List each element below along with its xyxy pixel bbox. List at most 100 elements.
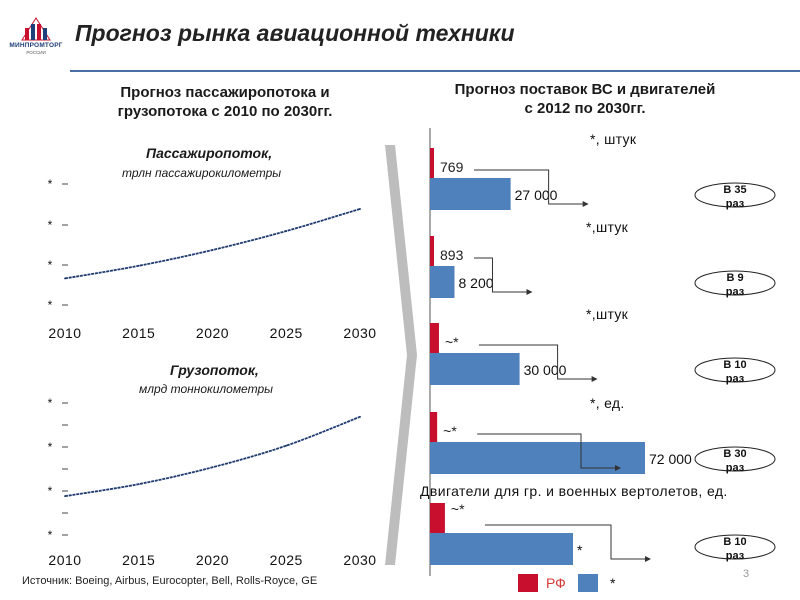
passenger-x-tick-label: 2010 bbox=[48, 325, 81, 341]
cargo-y-tick-label: * bbox=[48, 528, 53, 542]
separator-arrow-icon bbox=[385, 145, 417, 565]
left-section-title: Прогноз пассажиропотока и грузопотока с … bbox=[65, 83, 385, 121]
cargo-data-point bbox=[359, 415, 361, 418]
ratio-text-line1: В 35 bbox=[723, 184, 746, 196]
passenger-y-tick-label: * bbox=[48, 218, 53, 232]
connector-arrowhead bbox=[645, 556, 651, 562]
rf-bar bbox=[430, 236, 434, 266]
left-title-line2: грузопотока с 2010 по 2030гг. bbox=[117, 103, 333, 120]
connector-line bbox=[478, 344, 592, 380]
ratio-oval bbox=[694, 182, 776, 208]
passenger-chart-title: Пассажиропоток, bbox=[146, 145, 273, 161]
world-bar bbox=[430, 266, 455, 298]
cargo-x-tick-label: 2030 bbox=[343, 552, 376, 568]
bar-group-header: *, штук bbox=[590, 131, 637, 147]
passenger-x-tick-label: 2025 bbox=[270, 325, 303, 341]
rf-bar bbox=[430, 148, 434, 178]
world-bar bbox=[430, 353, 520, 385]
cargo-data-point bbox=[64, 495, 66, 498]
ratio-text-line2: раз bbox=[726, 373, 745, 385]
cargo-y-tick-label: * bbox=[48, 440, 53, 454]
cargo-x-tick-label: 2010 bbox=[48, 552, 81, 568]
source-note: Источник: Boeing, Airbus, Eurocopter, Be… bbox=[22, 575, 318, 587]
deliveries-bar-chart: *, штук 769 27 000 В 35 раз *,штук 893 8 200 В 9… bbox=[420, 128, 776, 592]
cargo-data-point bbox=[285, 444, 288, 447]
bar-group-header: Двигатели для гр. и военных вертолетов, … bbox=[420, 483, 728, 499]
logo-text: МИНПРОМТОРГ bbox=[9, 42, 63, 49]
passenger-data-point bbox=[137, 264, 140, 267]
ratio-text-line2: раз bbox=[726, 286, 745, 298]
ratio-oval bbox=[694, 534, 776, 560]
rf-bar-label: ~* bbox=[445, 334, 459, 350]
world-bar-label: 72 000 bbox=[649, 451, 692, 467]
legend-label-rf: РФ bbox=[546, 575, 566, 591]
cargo-line-chart: * * * * 2010 2015 2020 2025 2030 bbox=[48, 396, 376, 568]
cargo-data-point bbox=[211, 466, 214, 469]
right-title-line1: Прогноз поставок ВС и двигателей bbox=[454, 81, 716, 98]
logo-bars-icon bbox=[21, 17, 51, 41]
cargo-x-tick-label: 2025 bbox=[270, 552, 303, 568]
ratio-text-line1: В 9 bbox=[726, 272, 743, 284]
connector-line bbox=[474, 257, 527, 293]
cargo-chart-title: Грузопоток, bbox=[170, 362, 259, 378]
bar-group-header: *,штук bbox=[586, 219, 629, 235]
passenger-x-tick-label: 2015 bbox=[122, 325, 155, 341]
rf-bar bbox=[430, 412, 438, 442]
bar-group-header: *,штук bbox=[586, 306, 629, 322]
passenger-y-tick-label: * bbox=[48, 298, 53, 312]
rf-bar bbox=[430, 503, 445, 533]
cargo-series-line bbox=[64, 415, 361, 498]
cargo-x-tick-label: 2020 bbox=[196, 552, 229, 568]
passenger-data-point bbox=[285, 230, 288, 232]
world-bar-label: 30 000 bbox=[524, 362, 567, 378]
right-title-line2: с 2012 по 2030гг. bbox=[524, 100, 646, 117]
cargo-y-tick-label: * bbox=[48, 484, 53, 498]
connector-line bbox=[474, 169, 583, 205]
ratio-text-line2: раз bbox=[726, 462, 745, 474]
ratio-oval bbox=[694, 446, 776, 472]
ratio-oval bbox=[694, 357, 776, 383]
legend-swatch-world bbox=[578, 574, 598, 592]
world-bar-label: * bbox=[577, 542, 583, 558]
world-bar-label: 8 200 bbox=[458, 275, 493, 291]
bar-group-header: *, ед. bbox=[590, 395, 625, 411]
passenger-line-chart: * * * * 2010 2015 2020 2025 2030 bbox=[48, 177, 376, 341]
rf-bar-label: 893 bbox=[440, 247, 464, 263]
header-divider bbox=[70, 70, 800, 72]
left-title-line1: Прогноз пассажиропотока и bbox=[120, 84, 330, 101]
cargo-data-point bbox=[137, 483, 140, 486]
rf-bar-label: ~* bbox=[443, 423, 457, 439]
passenger-data-point bbox=[64, 277, 66, 280]
connector-arrowhead bbox=[526, 289, 533, 295]
passenger-data-point bbox=[359, 208, 361, 210]
connector-arrowhead bbox=[591, 376, 598, 382]
cargo-y-tick-label: * bbox=[48, 396, 53, 410]
ratio-oval bbox=[694, 270, 776, 296]
rf-bar-label: ~* bbox=[451, 501, 465, 517]
passenger-x-tick-label: 2030 bbox=[343, 325, 376, 341]
ratio-text-line2: раз bbox=[726, 198, 745, 210]
passenger-y-tick-label: * bbox=[48, 177, 53, 191]
connector-arrowhead bbox=[615, 465, 621, 471]
passenger-data-point bbox=[211, 249, 214, 251]
passenger-y-tick-label: * bbox=[48, 258, 53, 272]
page-title: Прогноз рынка авиационной техники bbox=[75, 20, 515, 46]
page-number: 3 bbox=[743, 568, 750, 580]
world-bar bbox=[430, 178, 511, 210]
ministry-logo bbox=[4, 12, 68, 58]
connector-line bbox=[477, 433, 615, 469]
cargo-chart-subtitle: млрд тоннокилометры bbox=[139, 382, 273, 396]
connector-arrowhead bbox=[582, 201, 589, 207]
passenger-series-line bbox=[64, 208, 361, 280]
ratio-text-line2: раз bbox=[726, 550, 745, 562]
world-bar-label: 27 000 bbox=[515, 187, 558, 203]
connector-line bbox=[484, 524, 645, 560]
ratio-text-line1: В 10 bbox=[723, 359, 746, 371]
legend-swatch-rf bbox=[518, 574, 538, 592]
ratio-text-line1: В 30 bbox=[723, 448, 746, 460]
logo-subtext: РОССИИ bbox=[26, 50, 46, 55]
passenger-x-tick-label: 2020 bbox=[196, 325, 229, 341]
cargo-x-tick-label: 2015 bbox=[122, 552, 155, 568]
rf-bar-label: 769 bbox=[440, 159, 464, 175]
ratio-text-line1: В 10 bbox=[723, 536, 746, 548]
